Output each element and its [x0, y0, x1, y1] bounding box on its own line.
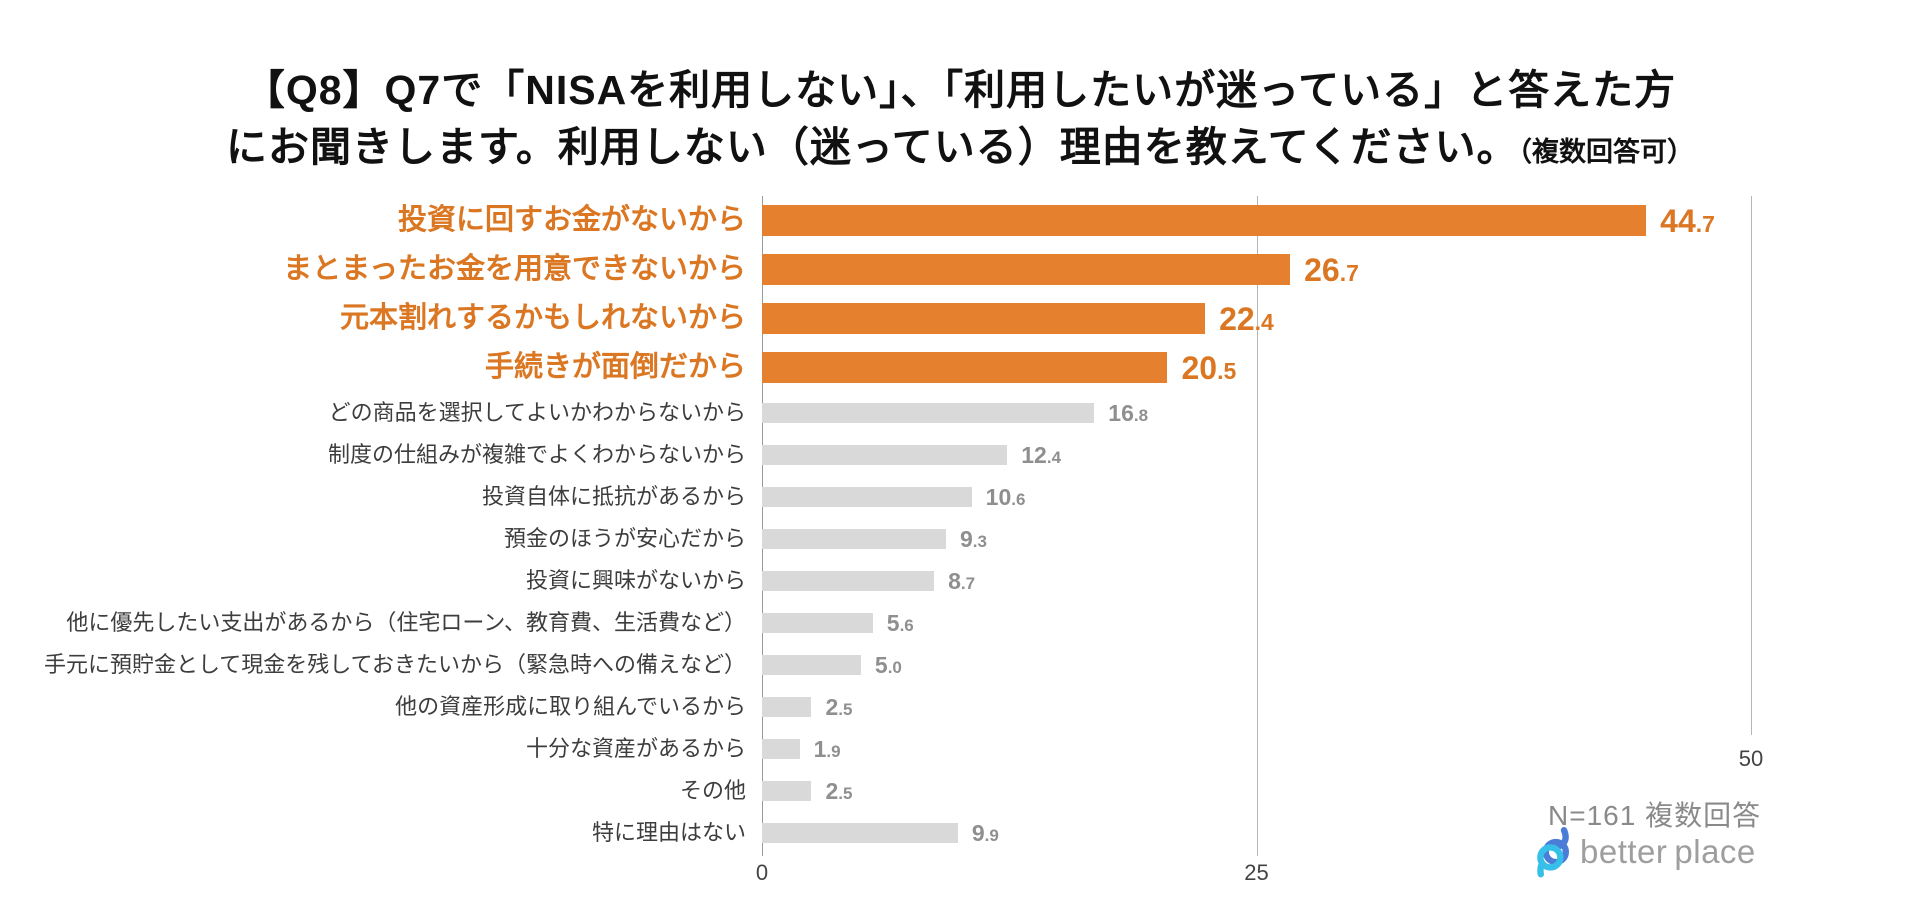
betterplace-mark-icon: [1534, 826, 1574, 878]
bar-row: 預金のほうが安心だから 9.3: [504, 518, 1751, 560]
bar-category-label: 十分な資産があるから: [525, 736, 746, 761]
bar-rows: 投資に回すお金がないから 44.7 まとまったお金を用意できないから 26.7 元本割れ…: [44, 196, 1751, 856]
bar-row: どの商品を選択してよいかわからないから 16.8: [329, 392, 1751, 434]
bar-row: 投資に回すお金がないから 44.7: [398, 196, 1751, 245]
bar-value: 16.8: [1108, 399, 1149, 426]
bar-value: 2.5: [825, 777, 853, 804]
bar-category-label: 他に優先したい支出があるから（住宅ローン、教育費、生活費など）: [66, 610, 746, 635]
bar: [762, 613, 873, 633]
bar-category-label: どの商品を選択してよいかわからないから: [328, 400, 746, 425]
brand-logo-text: better place: [1580, 833, 1756, 870]
chart-title: 【Q8】Q7で「NISAを利用しない」、「利用したいが迷っている」と答えた方 に…: [0, 62, 1920, 181]
bar-value: 12.4: [1021, 441, 1062, 468]
bar: [762, 655, 861, 675]
bar-category-label: 他の資産形成に取り組んでいるから: [395, 694, 746, 719]
bar-category-label: 預金のほうが安心だから: [503, 526, 746, 551]
bar-value: 10.6: [985, 483, 1026, 510]
bar-row: 十分な資産があるから 1.9: [526, 728, 1751, 770]
bar-row: 元本割れするかもしれないから 22.4: [340, 294, 1751, 343]
bar-value: 8.7: [948, 567, 976, 594]
gridline-50: [1751, 196, 1752, 735]
bar-value: 2.5: [825, 693, 853, 720]
bar: [762, 254, 1291, 285]
plot-area: 0 25 50 投資に回すお金がないから 44.7 まとまったお金を用意できないから…: [44, 196, 1763, 885]
bar: [762, 823, 958, 843]
bar-value: 20.5: [1181, 349, 1237, 386]
bar-row: その他 2.5: [680, 770, 1751, 812]
axis-tick-50: 50: [1738, 746, 1764, 771]
bar-value: 9.3: [959, 525, 987, 552]
bar: [762, 571, 935, 591]
axis-tick-0: 0: [755, 860, 769, 885]
bar-row: 投資に興味がないから 8.7: [526, 560, 1751, 602]
bar-row: まとまったお金を用意できないから 26.7: [283, 245, 1751, 294]
bar-row: 制度の仕組みが複雑でよくわからないから 12.4: [328, 434, 1751, 476]
bar-category-label: 投資に興味がないから: [525, 568, 746, 593]
bar: [762, 445, 1008, 465]
bar: [762, 205, 1647, 236]
gridline-25: [1256, 196, 1258, 856]
chart-title-note: （複数回答可）: [1518, 137, 1695, 167]
bar-category-label: 手元に預貯金として現金を残しておきたいから（緊急時への備えなど）: [43, 652, 746, 677]
bar-row: 特に理由はない 9.9: [592, 812, 1751, 854]
bar: [762, 697, 812, 717]
bar: [762, 403, 1095, 423]
brand-logo: better place: [1534, 826, 1756, 878]
bar-category-label: 投資に回すお金がないから: [397, 204, 746, 236]
bar-value: 26.7: [1304, 251, 1359, 288]
bar: [762, 529, 946, 549]
bar-value: 1.9: [813, 735, 841, 762]
bar: [762, 781, 812, 801]
bar-category-label: 制度の仕組みが複雑でよくわからないから: [327, 442, 746, 467]
bar-category-label: まとまったお金を用意できないから: [283, 253, 746, 285]
axis-line-0: [762, 196, 763, 856]
chart-title-line2: にお聞きします。利用しない（迷っている）理由を教えてください。（複数回答可）: [225, 124, 1695, 170]
bar-category-label: 元本割れするかもしれないから: [339, 302, 746, 334]
bar: [762, 303, 1206, 334]
chart-title-line1: 【Q8】Q7で「NISAを利用しない」、「利用したいが迷っている」と答えた方: [243, 67, 1677, 113]
bar: [762, 739, 800, 759]
bar-row: 手元に預貯金として現金を残しておきたいから（緊急時への備えなど） 5.0: [44, 644, 1751, 686]
bar-category-label: 手続きが面倒だから: [484, 351, 746, 383]
bar-category-label: 特に理由はない: [591, 820, 746, 845]
bar-category-label: 投資自体に抵抗があるから: [481, 484, 746, 509]
bar-category-label: その他: [679, 778, 746, 803]
bar: [762, 487, 972, 507]
sample-size-note: N=161 複数回答: [1548, 800, 1762, 831]
bar-value: 22.4: [1219, 300, 1274, 337]
bar-row: 手続きが面倒だから 20.5: [485, 343, 1751, 392]
bar-row: 他の資産形成に取り組んでいるから 2.5: [395, 686, 1751, 728]
bar-value: 9.9: [971, 819, 999, 846]
bar-value: 5.6: [886, 609, 914, 636]
bar-value: 44.7: [1660, 202, 1715, 239]
axis-tick-25: 25: [1244, 860, 1269, 885]
bar-value: 5.0: [874, 651, 902, 678]
bar: [762, 352, 1168, 383]
bar-row: 投資自体に抵抗があるから 10.6: [482, 476, 1751, 518]
bar-row: 他に優先したい支出があるから（住宅ローン、教育費、生活費など） 5.6: [66, 602, 1751, 644]
